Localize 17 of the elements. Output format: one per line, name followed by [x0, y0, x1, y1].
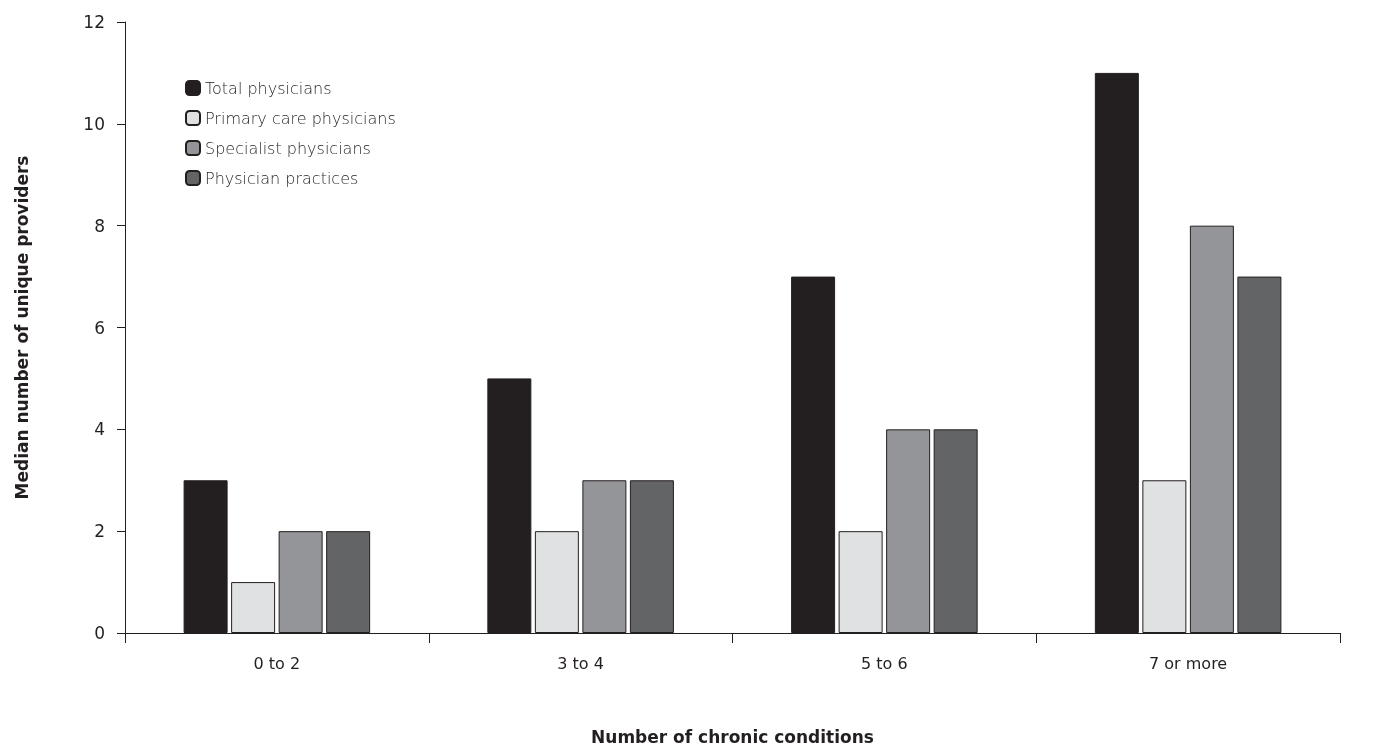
legend-label: Physician practices [205, 168, 359, 188]
y-tick-label: 2 [94, 521, 105, 542]
y-axis-title: Median number of unique providers [11, 155, 32, 500]
x-tick-label: 0 to 2 [253, 653, 301, 673]
x-tick-label: 7 or more [1149, 653, 1228, 673]
y-tick-label: 0 [94, 623, 105, 643]
y-tick-label: 6 [94, 317, 105, 338]
x-tick-label: 5 to 6 [861, 653, 908, 673]
y-tick-label: 8 [94, 215, 105, 236]
x-tick-label: 3 to 4 [557, 653, 604, 673]
y-tick-label: 12 [83, 12, 105, 32]
legend-label: Specialist physicians [205, 138, 371, 158]
y-tick-label: 4 [94, 419, 105, 440]
x-axis-title: Number of chronic conditions [591, 726, 874, 747]
y-tick-label: 10 [83, 113, 105, 134]
legend-label: Total physicians [205, 78, 332, 98]
legend-label: Primary care physicians [205, 108, 396, 128]
